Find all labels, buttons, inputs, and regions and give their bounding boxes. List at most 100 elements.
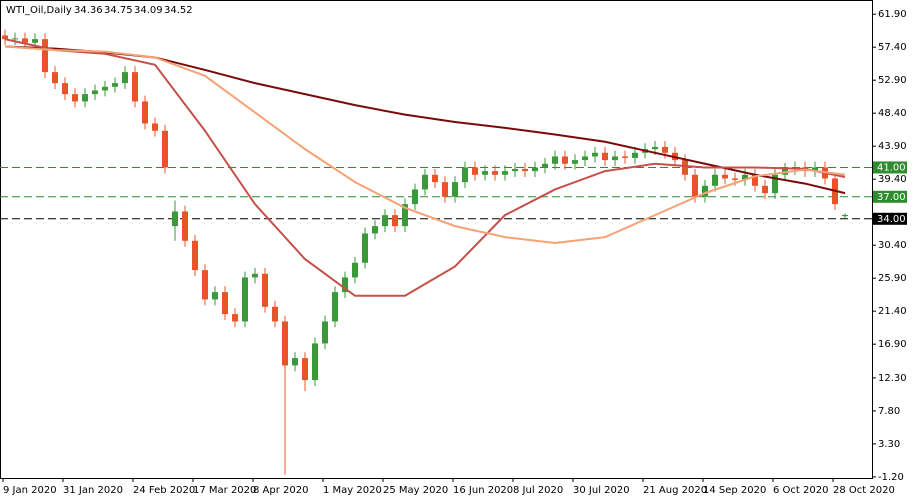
candle-body [372,226,378,234]
candle-body [692,174,698,197]
candle-body [342,277,348,293]
candle-body [332,292,338,322]
candle-body [682,160,688,175]
candle-body [572,160,578,164]
candle-body [662,146,668,153]
candle-body [102,86,108,91]
candle-body [482,171,488,175]
y-tick-label: 39.40 [878,174,907,185]
candle-body [752,174,758,186]
candle-body [162,130,168,168]
candle-body [292,358,298,366]
candle-body [392,215,398,227]
candle-body [22,38,28,43]
candle-body [202,270,208,300]
x-tick-label: 9 Jan 2020 [3,485,57,496]
candle-body [212,292,218,300]
level-tag [873,190,907,203]
candle-body [612,156,618,161]
candle-body [772,174,778,194]
candle-body [82,94,88,102]
y-tick-label: 57.40 [878,42,907,53]
level-label: 34.00 [877,214,906,225]
x-tick-label: 25 May 2020 [383,485,448,496]
candle-body [422,174,428,190]
x-tick-label: 8 Jul 2020 [513,485,563,496]
x-tick-label: 14 Sep 2020 [703,485,766,496]
candle-body [192,240,198,271]
candle-body [602,152,608,161]
y-tick-label: 7.80 [878,406,900,417]
x-tick-label: 28 Oct 2020 [833,485,895,496]
ohlc-low: 34.09 [134,5,163,16]
candle-body [52,72,58,84]
candle-body [62,83,68,95]
y-tick-label: 12.30 [878,373,907,384]
candle-body [252,273,258,278]
y-tick-label: -1.20 [878,472,904,483]
candle-body [322,321,328,344]
candle-body [562,156,568,164]
x-tick-label: 24 Feb 2020 [133,485,195,496]
moving-average [4,45,846,244]
ohlc-open: 34.36 [74,5,103,16]
candle-body [112,83,118,87]
ohlc-close: 34.52 [164,5,193,16]
candle-body [722,174,728,179]
candle-body [532,167,538,172]
y-tick-label: 52.90 [878,75,907,86]
level-tag [873,212,907,225]
candle-body [382,215,388,227]
candle-body [42,39,48,73]
candle-body [522,168,528,172]
candle-body [652,146,658,150]
candle-body [442,182,448,197]
candle-body [2,35,8,40]
y-tick-label: 48.40 [878,108,907,119]
candle-body [712,174,718,186]
candle-body [402,204,408,227]
candle-body [142,101,148,124]
candle-body [412,189,418,205]
candle-body [302,358,308,381]
candle-body [282,321,288,366]
y-tick-label: 61.90 [878,9,907,20]
candle-body [272,306,278,322]
candle-body [622,156,628,158]
candle-body [32,39,38,43]
candle-body [72,94,78,102]
candle-body [502,171,508,175]
candle-body [472,167,478,175]
candle-body [92,90,98,95]
candle-body [452,182,458,197]
candle-body [732,178,738,180]
ohlc-high: 34.75 [104,5,133,16]
candle-body [362,233,368,263]
candle-body [742,174,748,180]
level-label: 41.00 [877,162,906,173]
candle-body [232,314,238,322]
candle-body [542,163,548,168]
candle-body [812,167,818,172]
y-tick-label: 43.90 [878,141,907,152]
candle-body [582,156,588,161]
level-tag [873,161,907,174]
candle-body [122,72,128,84]
candle-body [592,152,598,157]
candle-body [492,171,498,175]
candle-body [552,156,558,164]
candle-body [352,262,358,278]
plot-frame [0,0,873,479]
candle-body [632,152,638,158]
candle-body [182,211,188,241]
candle-body [242,277,248,322]
candle-body [762,185,768,194]
chart-title: WTI_Oil,Daily [6,5,72,16]
level-label: 37.00 [877,192,906,203]
x-tick-label: 1 May 2020 [323,485,382,496]
candle-body [172,211,178,227]
candle-body [432,174,438,183]
y-tick-label: 30.40 [878,240,907,251]
candle-body [132,72,138,102]
